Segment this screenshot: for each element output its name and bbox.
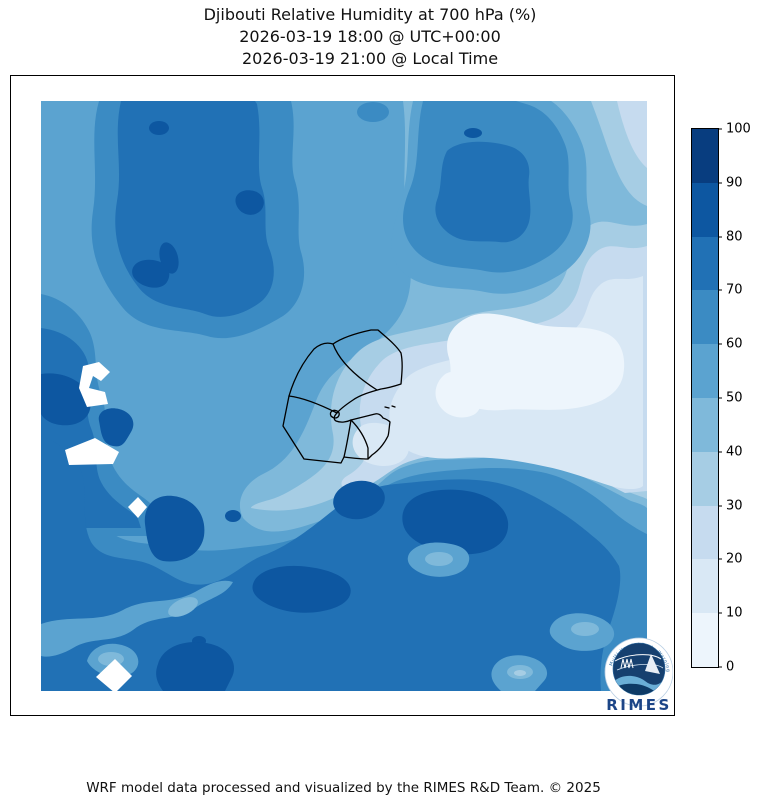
title-line-1: Djibouti Relative Humidity at 700 hPa (%… <box>203 5 537 24</box>
colorbar-tick-mark <box>718 182 722 184</box>
contour-region <box>514 670 526 676</box>
ghoubbet-inlet <box>329 409 340 419</box>
contour-layers <box>41 101 647 691</box>
masked-patch <box>96 659 132 691</box>
colorbar-segment <box>692 290 718 345</box>
masked-patches <box>65 362 147 691</box>
contour-region <box>144 495 205 562</box>
admin-boundary <box>332 343 378 391</box>
contour-region <box>425 552 453 566</box>
colorbar-segments <box>692 129 718 667</box>
map-axes-frame: Multi-Hazard Early Warning System RIMES <box>10 75 675 716</box>
contour-region <box>352 422 409 466</box>
colorbar-tick: 100 <box>718 122 751 137</box>
colorbar-tick-mark <box>718 451 722 453</box>
contour-region <box>357 102 389 122</box>
contour-region <box>149 121 169 135</box>
colorbar-tick-label: 80 <box>726 229 743 245</box>
colorbar-segment <box>692 397 718 452</box>
colorbar-segment <box>692 505 718 560</box>
contour-region <box>168 597 198 617</box>
colorbar-segment <box>692 344 718 398</box>
contour-region <box>571 622 599 636</box>
contour-region <box>435 141 531 243</box>
colorbar-tick-label: 50 <box>726 390 743 406</box>
title-line-3: 2026-03-19 21:00 @ Local Time <box>241 49 499 68</box>
contour-region <box>156 642 235 691</box>
contour-region <box>435 371 482 418</box>
admin-boundary <box>350 419 369 460</box>
country-border <box>282 329 403 464</box>
colorbar-segment <box>692 613 718 667</box>
admin-boundary <box>288 395 338 414</box>
contour-region <box>41 373 91 426</box>
colorbar-tick-mark <box>718 128 722 130</box>
colorbar-tick: 30 <box>718 498 743 513</box>
moucha-islands <box>384 405 396 409</box>
colorbar-tick: 70 <box>718 283 743 298</box>
colorbar-ticks: 100 90 80 70 60 50 40 30 20 10 0 <box>692 122 751 675</box>
contour-region <box>225 510 241 522</box>
contour-region <box>402 489 509 555</box>
colorbar-tick-mark <box>718 505 722 507</box>
colorbar-segment <box>692 559 718 614</box>
colorbar-tick-mark <box>718 666 722 668</box>
masked-patch <box>65 438 119 465</box>
masked-patch <box>79 362 110 407</box>
colorbar-tick-mark <box>718 612 722 614</box>
contour-region <box>447 313 625 411</box>
colorbar-tick-label: 20 <box>726 551 743 567</box>
colorbar-tick: 80 <box>718 229 743 244</box>
colorbar-tick-label: 10 <box>726 605 743 621</box>
colorbar-tick-mark <box>718 343 722 345</box>
colorbar-segment <box>692 129 718 183</box>
colorbar-tick: 90 <box>718 175 743 190</box>
admin-boundary <box>343 419 352 458</box>
colorbar-tick: 10 <box>718 606 743 621</box>
colorbar-tick-mark <box>718 397 722 399</box>
colorbar-tick: 0 <box>718 660 734 675</box>
colorbar-tick-label: 0 <box>726 659 735 675</box>
colorbar-tick: 40 <box>718 444 743 459</box>
contour-region <box>98 408 134 447</box>
contour-region <box>333 480 385 520</box>
contour-region <box>235 190 264 215</box>
colorbar-tick-mark <box>718 236 722 238</box>
colorbar-tick-label: 40 <box>726 444 743 460</box>
rimes-logo-label: RIMES <box>606 696 672 714</box>
contour-region <box>617 101 647 168</box>
masked-patch <box>128 497 147 518</box>
colorbar-tick-label: 70 <box>726 282 743 298</box>
contour-region <box>464 128 482 138</box>
colorbar-segment <box>692 236 718 291</box>
footer-credit: WRF model data processed and visualized … <box>86 780 601 796</box>
colorbar-tick: 60 <box>718 337 743 352</box>
colorbar-tick-label: 100 <box>726 121 751 137</box>
contour-region <box>132 259 170 288</box>
colorbar-segment <box>692 182 718 237</box>
colorbar: 100 90 80 70 60 50 40 30 20 10 0 <box>691 122 751 675</box>
contour-region <box>252 565 351 613</box>
map-canvas: Multi-Hazard Early Warning System RIMES <box>11 76 673 714</box>
page-title: Djibouti Relative Humidity at 700 hPa (%… <box>0 4 740 70</box>
colorbar-segment <box>692 451 718 506</box>
colorbar-tick-label: 90 <box>726 175 743 191</box>
colorbar-tick: 50 <box>718 391 743 406</box>
colorbar-tick-label: 30 <box>726 498 743 514</box>
colorbar-tick-mark <box>718 558 722 560</box>
colorbar-tick-label: 60 <box>726 336 743 352</box>
colorbar-tick-mark <box>718 289 722 291</box>
title-line-2: 2026-03-19 18:00 @ UTC+00:00 <box>239 27 501 46</box>
colorbar-tick: 20 <box>718 552 743 567</box>
